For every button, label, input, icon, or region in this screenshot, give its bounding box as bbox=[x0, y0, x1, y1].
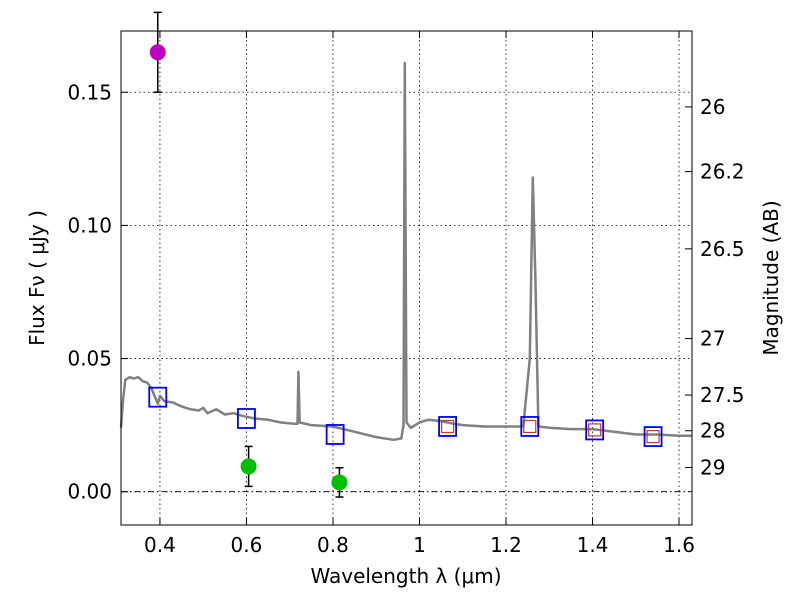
x-tick-label: 1.2 bbox=[490, 533, 522, 557]
model-photometry-square bbox=[237, 408, 256, 429]
magnitude-tick-label: 28 bbox=[700, 419, 725, 443]
x-tick-label: 1.6 bbox=[663, 533, 695, 557]
plot-area bbox=[119, 11, 692, 498]
model-photometry-square bbox=[520, 416, 540, 437]
y-tick-label: 0.10 bbox=[67, 213, 112, 237]
spectrum-line bbox=[119, 61, 692, 442]
model-photometry-square bbox=[325, 424, 345, 445]
x-tick-label: 1 bbox=[413, 533, 426, 557]
plot-frame bbox=[120, 30, 693, 526]
x-tick-label: 1.4 bbox=[577, 533, 609, 557]
x-tick-label: 0.8 bbox=[317, 533, 349, 557]
magnitude-tick-label: 26.5 bbox=[700, 237, 745, 261]
y-axis-label-right: Magnitude (AB) bbox=[759, 200, 783, 355]
model-photometry-square bbox=[148, 386, 168, 408]
detections-point bbox=[331, 474, 348, 491]
y-tick-label: 0.05 bbox=[67, 347, 112, 371]
magnitude-tick-label: 27 bbox=[700, 327, 725, 351]
magnitude-tick-label: 26 bbox=[700, 95, 725, 119]
magnitude-tick-label: 29 bbox=[700, 455, 725, 479]
ticks: 0.4 0.6 0.8 1 1.2 1.4 1.6 0.00 0.05 0.10 0.15 26 26.… bbox=[67, 31, 745, 557]
grid bbox=[121, 31, 692, 525]
y-axis-label-left: Flux Fν ( μJy ) bbox=[25, 210, 49, 346]
x-tick-label: 0.6 bbox=[231, 533, 263, 557]
observed-photometry-square bbox=[523, 419, 537, 434]
magnitude-tick-label: 27.5 bbox=[700, 383, 745, 407]
y-tick-label: 0.15 bbox=[67, 80, 112, 104]
x-tick-label: 0.4 bbox=[144, 533, 176, 557]
model-photometry-square bbox=[585, 419, 605, 441]
dropout-point-point bbox=[149, 44, 166, 61]
model-photometry-square bbox=[438, 416, 457, 437]
magnitude-tick-label: 26.2 bbox=[700, 160, 745, 184]
observed-photometry-square bbox=[588, 423, 602, 437]
model-photometry-square bbox=[643, 426, 663, 447]
x-axis-label: Wavelength λ (μm) bbox=[310, 564, 501, 588]
y-tick-label: 0.00 bbox=[67, 480, 112, 504]
observed-photometry-square bbox=[646, 429, 660, 444]
detections-point bbox=[240, 458, 257, 475]
observed-photometry-square bbox=[440, 419, 455, 434]
